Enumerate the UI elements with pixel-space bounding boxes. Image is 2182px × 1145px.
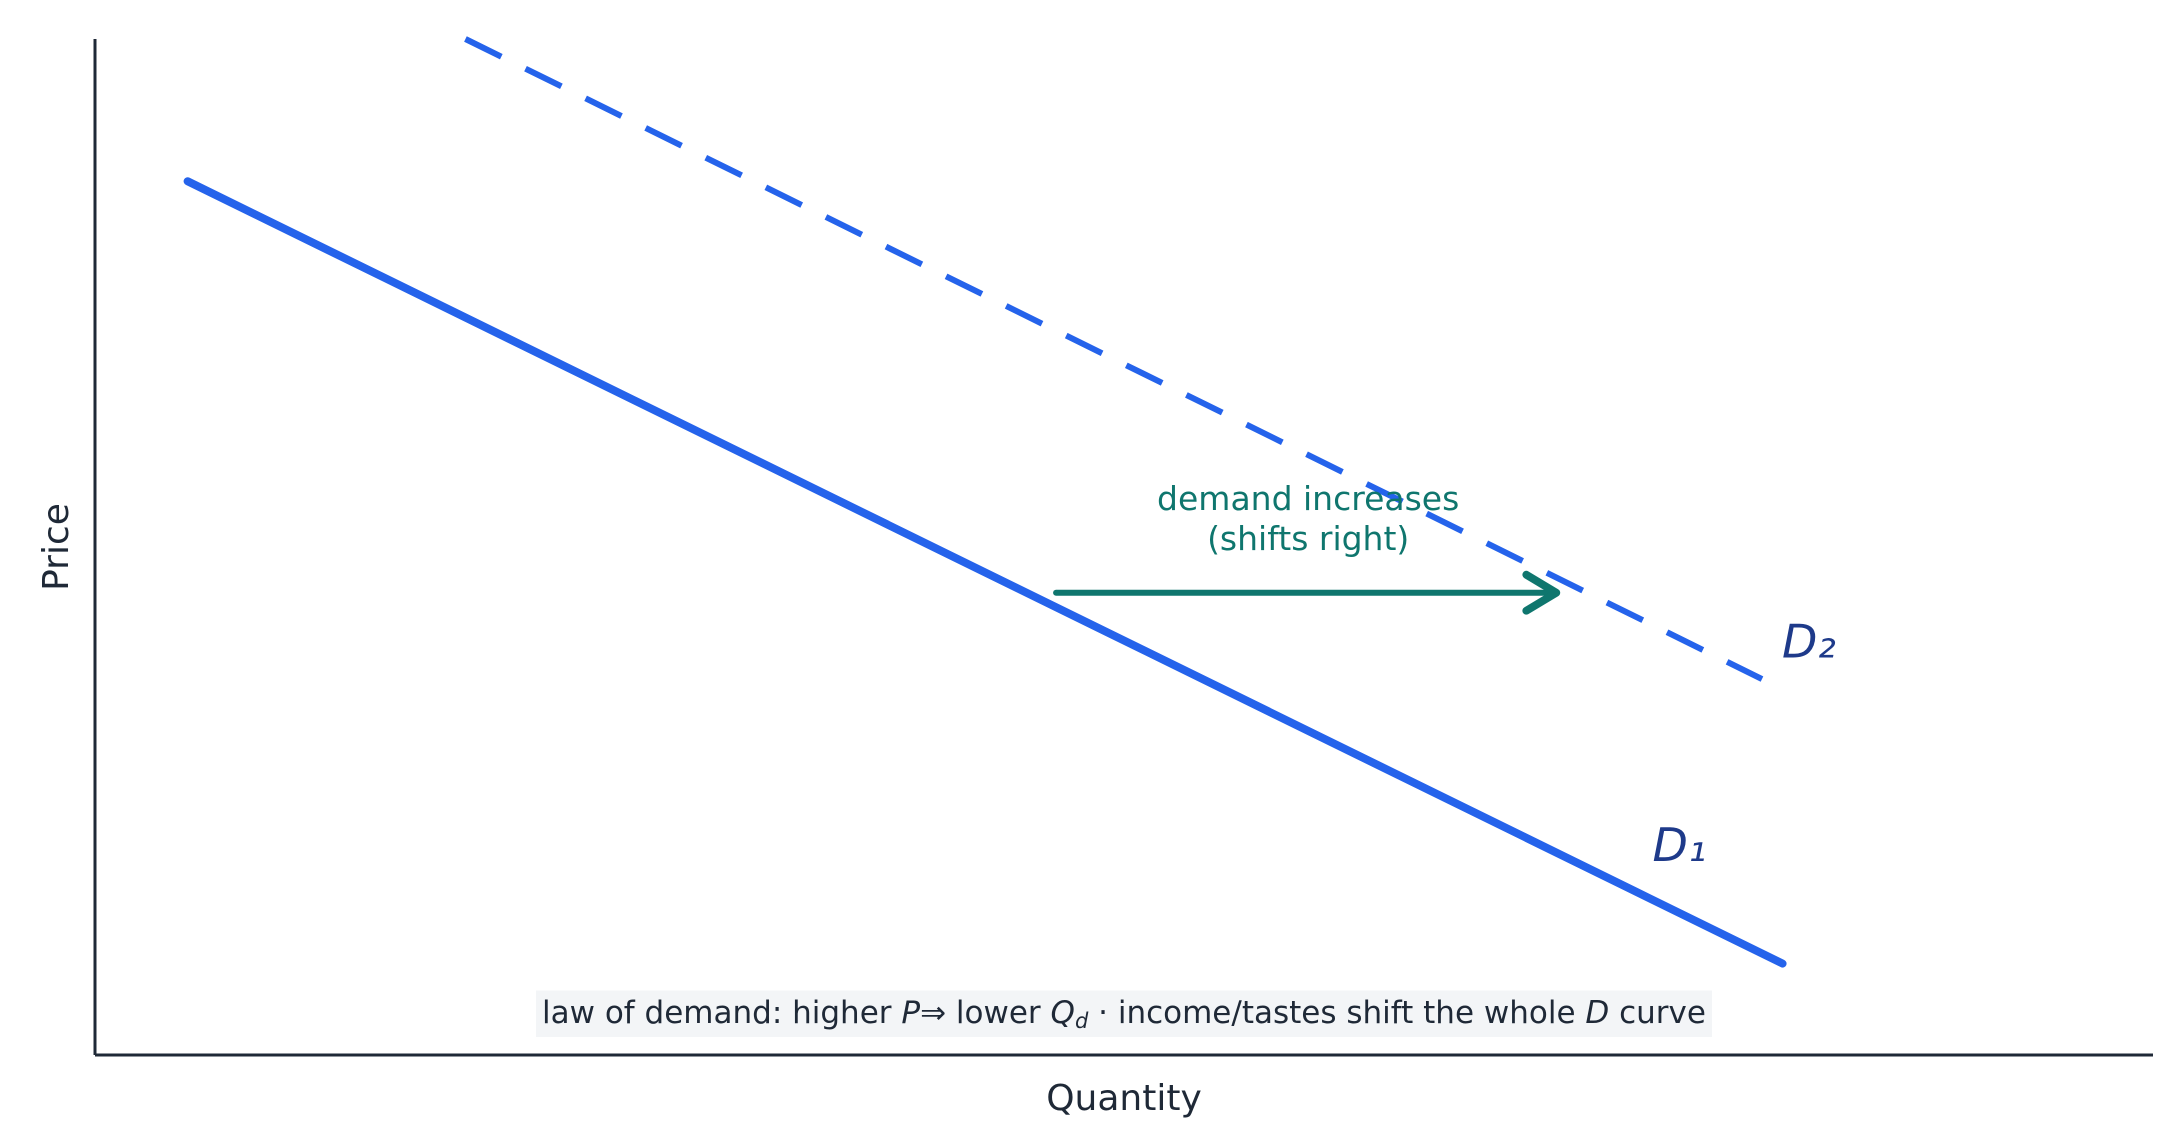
footnote-part: law of demand: higher <box>542 995 901 1031</box>
footnote-part: D <box>1585 995 1609 1031</box>
curve-label: D₂ <box>1782 615 1836 669</box>
footnote-part: P <box>901 995 920 1031</box>
curve-label: D₁ <box>1653 818 1707 872</box>
x-axis-label: Quantity <box>1046 1078 1202 1119</box>
footnote-background <box>536 990 1712 1037</box>
demand-curve <box>464 36 1764 682</box>
footnote-part: · income/tastes shift the whole <box>1088 995 1585 1031</box>
footnote: law of demand: higher P⇒ lower Qd · inco… <box>542 995 1706 1034</box>
shift-annotation: demand increases <box>1157 479 1459 518</box>
footnote-part: ⇒ lower <box>920 995 1050 1031</box>
footnote-part: curve <box>1609 995 1706 1031</box>
y-axis-label: Price <box>36 503 77 591</box>
footnote-part: Q <box>1051 995 1075 1031</box>
demand-curve <box>183 177 1787 968</box>
shift-annotation: (shifts right) <box>1207 519 1409 558</box>
footnote-part: d <box>1075 1009 1089 1033</box>
